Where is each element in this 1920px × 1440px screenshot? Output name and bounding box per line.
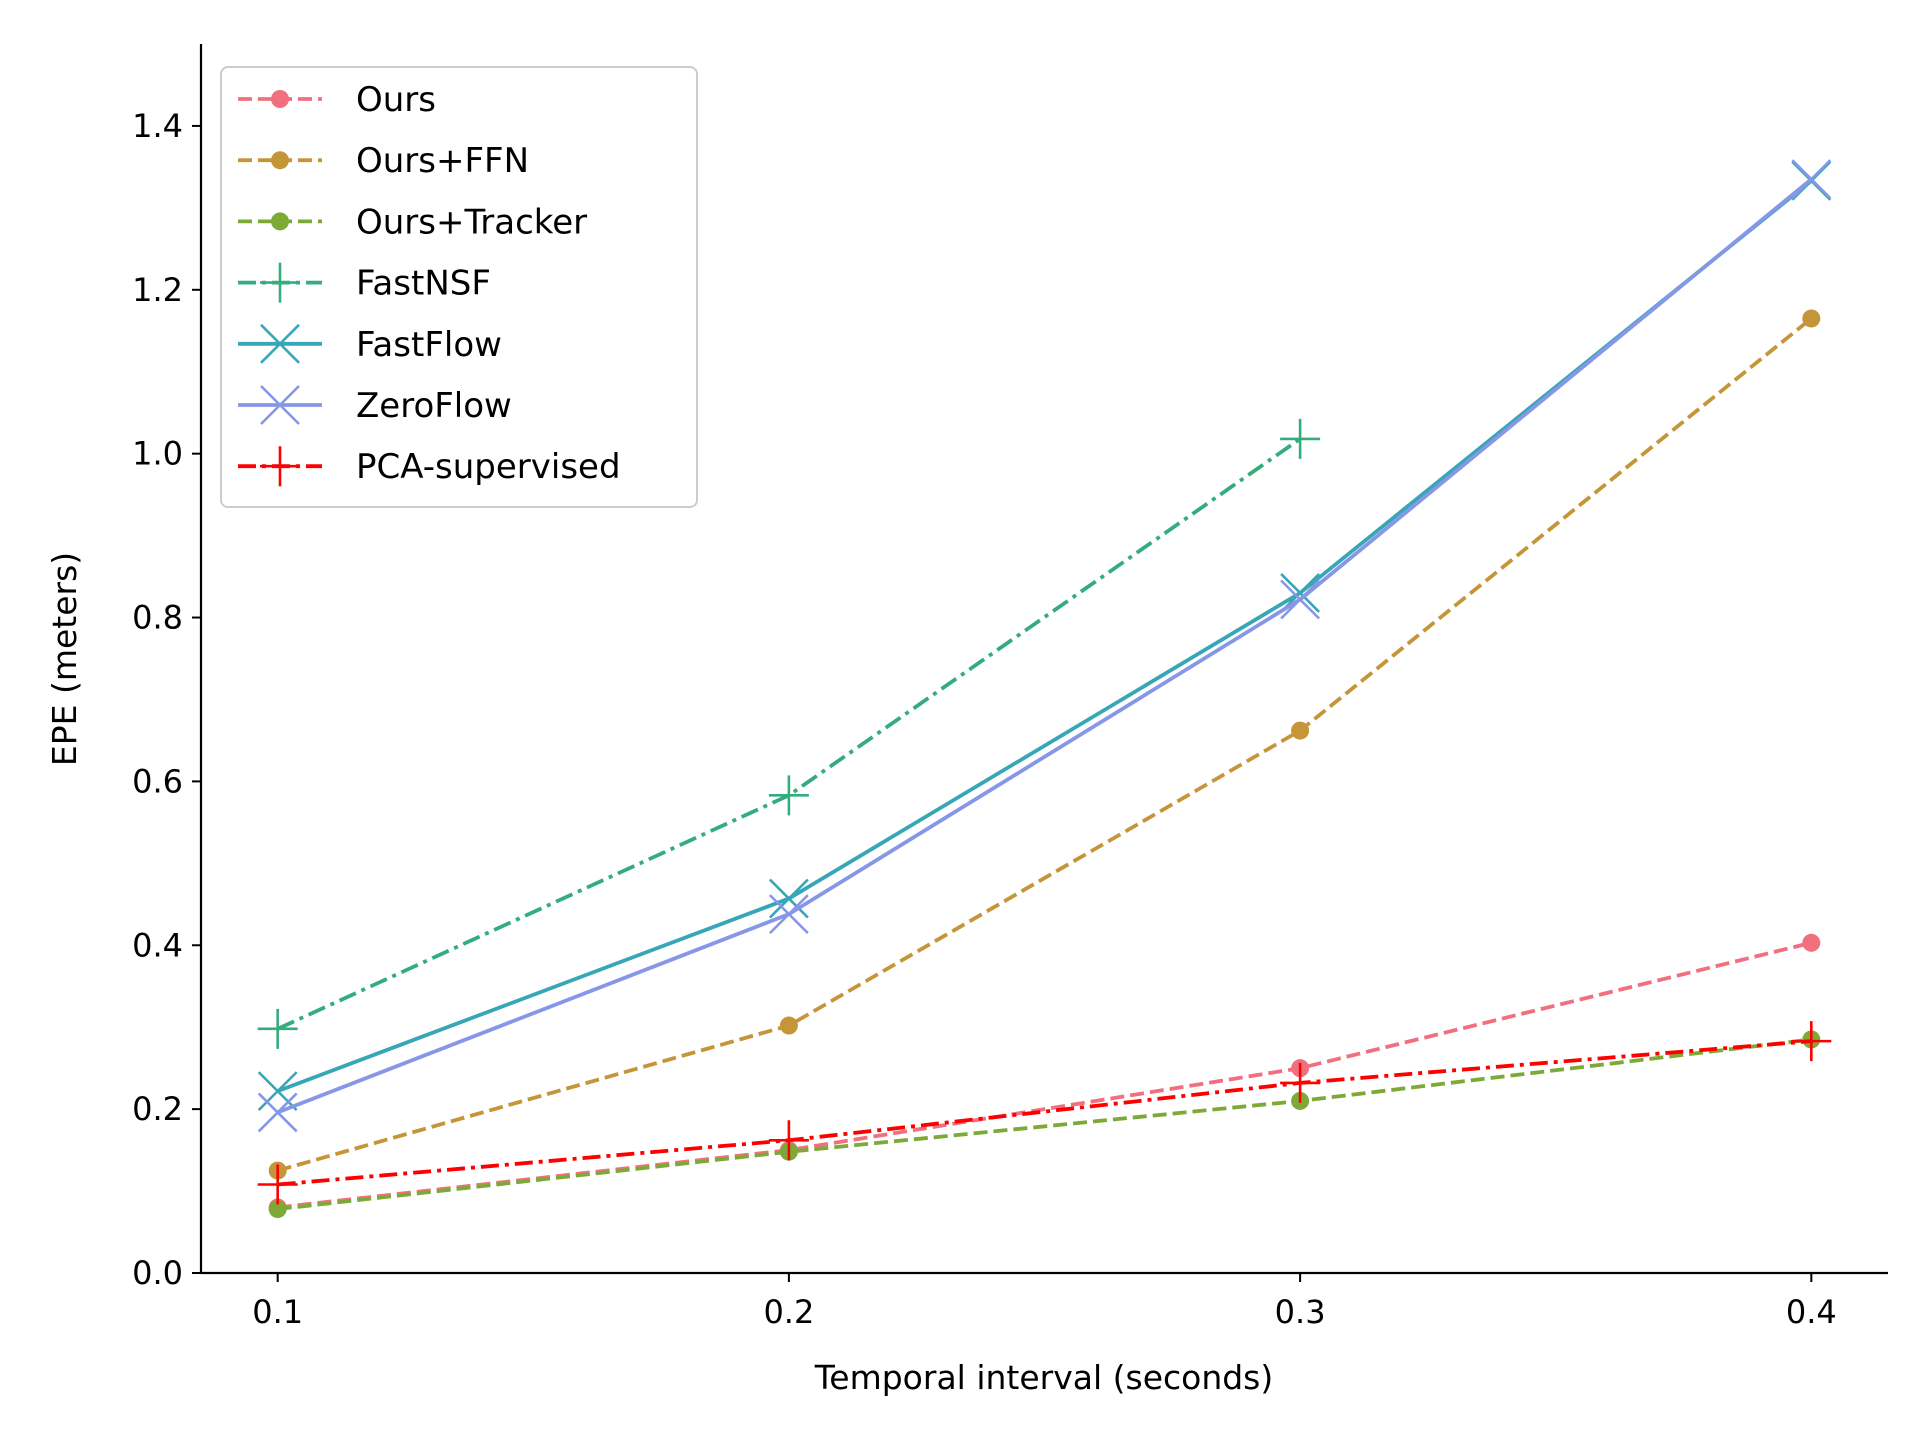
data-point-ours-tracker <box>268 1200 287 1219</box>
legend-item-ours: Ours <box>238 80 436 120</box>
data-point-pca-supervised <box>257 1164 298 1205</box>
y-tick-label: 0.6 <box>132 762 183 800</box>
series-pca-supervised <box>257 1021 1832 1205</box>
data-point-zeroflow <box>1280 579 1321 620</box>
axes <box>199 44 1888 1275</box>
data-point-ours-ffn <box>779 1016 798 1035</box>
series-fastnsf <box>257 418 1321 1049</box>
data-point-pca-supervised <box>768 1120 809 1161</box>
legend-marker <box>271 90 289 108</box>
legend-label: PCA-supervised <box>356 447 621 487</box>
legend: Ours Ours+FFN Ours+Tracker FastNSF FastFlow Z… <box>220 66 698 508</box>
y-tick-label: 1.2 <box>132 271 183 309</box>
x-tick-label: 0.1 <box>252 1293 303 1331</box>
series-layer <box>257 159 1832 1219</box>
series-ours-tracker <box>268 1030 1821 1219</box>
legend-label: Ours+FFN <box>356 141 529 181</box>
data-point-ours-ffn <box>1291 721 1310 740</box>
legend-items: Ours Ours+FFN Ours+Tracker FastNSF FastFlow Z… <box>238 80 621 487</box>
legend-item-ours-ffn: Ours+FFN <box>238 141 529 181</box>
x-tick-label: 0.4 <box>1786 1293 1837 1331</box>
series-line-ours-tracker <box>277 1037 1812 1211</box>
legend-frame <box>220 66 698 508</box>
legend-marker <box>260 385 300 425</box>
data-point-fastflow <box>257 1071 298 1112</box>
data-point-pca-supervised <box>1791 1021 1832 1062</box>
series-line-zeroflow <box>276 177 1813 1115</box>
y-tick-label: 0.2 <box>132 1090 183 1128</box>
legend-item-fastnsf: FastNSF <box>238 262 491 304</box>
data-point-fastnsf <box>1280 418 1321 459</box>
x-tick-label: 0.3 <box>1275 1293 1326 1331</box>
x-tick-label: 0.2 <box>763 1293 814 1331</box>
legend-item-zeroflow: ZeroFlow <box>238 385 512 426</box>
legend-item-pca-supervised: PCA-supervised <box>238 446 621 487</box>
data-point-fastnsf <box>768 775 809 816</box>
legend-marker <box>271 151 289 170</box>
legend-item-ours-tracker: Ours+Tracker <box>238 202 587 242</box>
series-ours-ffn <box>268 309 1821 1180</box>
legend-label: FastNSF <box>356 264 491 304</box>
data-point-fastflow <box>768 878 809 919</box>
legend-label: Ours+Tracker <box>356 202 587 242</box>
series-line-pca-supervised <box>277 1039 1812 1187</box>
data-point-fastnsf <box>257 1008 298 1049</box>
x-axis-label: Temporal interval (seconds) <box>814 1358 1274 1397</box>
data-point-zeroflow <box>768 894 809 935</box>
ticks: 0.0 0.2 0.4 0.6 0.8 1.0 1.2 1.4 0.1 0.2 0.3 0.4 <box>132 107 1837 1331</box>
data-point-pca-supervised <box>1280 1062 1321 1103</box>
legend-marker <box>260 262 300 303</box>
legend-label: ZeroFlow <box>356 386 512 426</box>
series-line-ours <box>277 940 1812 1210</box>
y-tick-label: 1.0 <box>132 435 183 473</box>
data-point-zeroflow <box>1791 159 1832 200</box>
legend-item-fastflow: FastFlow <box>238 323 502 365</box>
series-line-fastnsf <box>276 437 1302 1031</box>
series-line-ours-ffn <box>277 316 1813 1173</box>
series-zeroflow <box>257 159 1832 1133</box>
series-ours <box>268 933 1821 1217</box>
y-tick-label: 0.8 <box>132 599 183 637</box>
legend-label: FastFlow <box>356 325 502 365</box>
legend-marker <box>260 446 300 487</box>
data-point-ours <box>1802 933 1821 952</box>
data-point-zeroflow <box>257 1092 298 1133</box>
legend-marker <box>260 323 300 364</box>
y-tick-label: 1.4 <box>132 107 183 145</box>
y-tick-label: 0.0 <box>132 1254 183 1292</box>
legend-label: Ours <box>356 80 436 120</box>
data-point-ours-ffn <box>1802 309 1821 328</box>
y-axis-label: EPE (meters) <box>45 552 84 766</box>
legend-marker <box>271 212 289 231</box>
y-tick-label: 0.4 <box>132 926 183 964</box>
